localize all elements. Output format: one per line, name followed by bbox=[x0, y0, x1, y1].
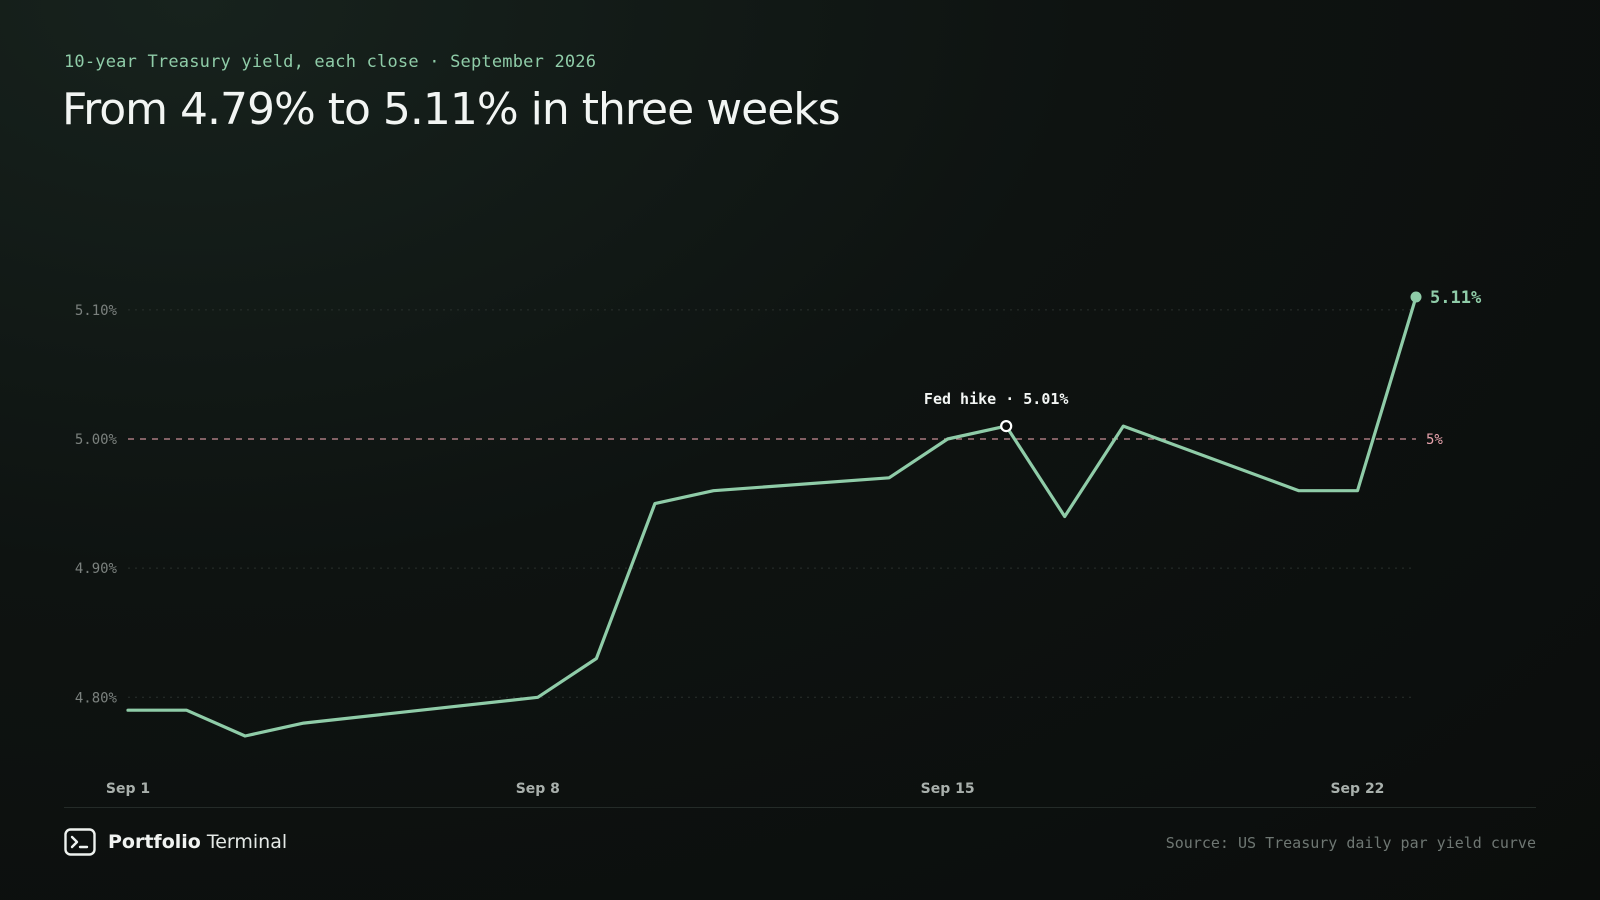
source-note: Source: US Treasury daily par yield curv… bbox=[1165, 834, 1536, 852]
y-tick-label: 4.80% bbox=[75, 690, 118, 706]
chart-eyebrow: 10-year Treasury yield, each close · Sep… bbox=[64, 52, 597, 72]
grid-layer bbox=[128, 309, 1416, 698]
terminal-prompt-icon bbox=[64, 828, 96, 856]
annotation-layer: Fed hike · 5.01% 5.11% bbox=[924, 288, 1482, 433]
yield-series-line bbox=[126, 295, 1418, 738]
brand-name-light: Terminal bbox=[206, 831, 288, 853]
annotation-label: Fed hike · 5.01% bbox=[924, 390, 1069, 408]
end-value-label: 5.11% bbox=[1430, 288, 1482, 308]
threshold-layer: 5% bbox=[128, 432, 1443, 448]
x-tick-labels: Sep 1 Sep 8 Sep 15 Sep 22 bbox=[106, 781, 1385, 797]
brand-logo: Portfolio Terminal bbox=[64, 826, 287, 858]
y-tick-label: 4.90% bbox=[75, 561, 118, 577]
chart-headline: From 4.79% to 5.11% in three weeks bbox=[62, 84, 841, 135]
annotation-marker bbox=[1000, 420, 1013, 433]
y-tick-label: 5.00% bbox=[75, 432, 118, 448]
x-tick-label: Sep 8 bbox=[516, 781, 560, 797]
x-tick-label: Sep 22 bbox=[1330, 781, 1384, 797]
series-layer bbox=[126, 295, 1418, 738]
y-tick-label: 5.10% bbox=[75, 303, 118, 319]
footer-divider bbox=[64, 807, 1536, 808]
x-tick-label: Sep 15 bbox=[921, 781, 975, 797]
end-point-marker bbox=[1410, 291, 1422, 303]
threshold-label: 5% bbox=[1426, 432, 1443, 448]
brand-name-bold: Portfolio bbox=[108, 831, 201, 853]
x-tick-label: Sep 1 bbox=[106, 781, 150, 797]
y-tick-labels: 4.80% 4.90% 5.00% 5.10% bbox=[75, 303, 118, 706]
